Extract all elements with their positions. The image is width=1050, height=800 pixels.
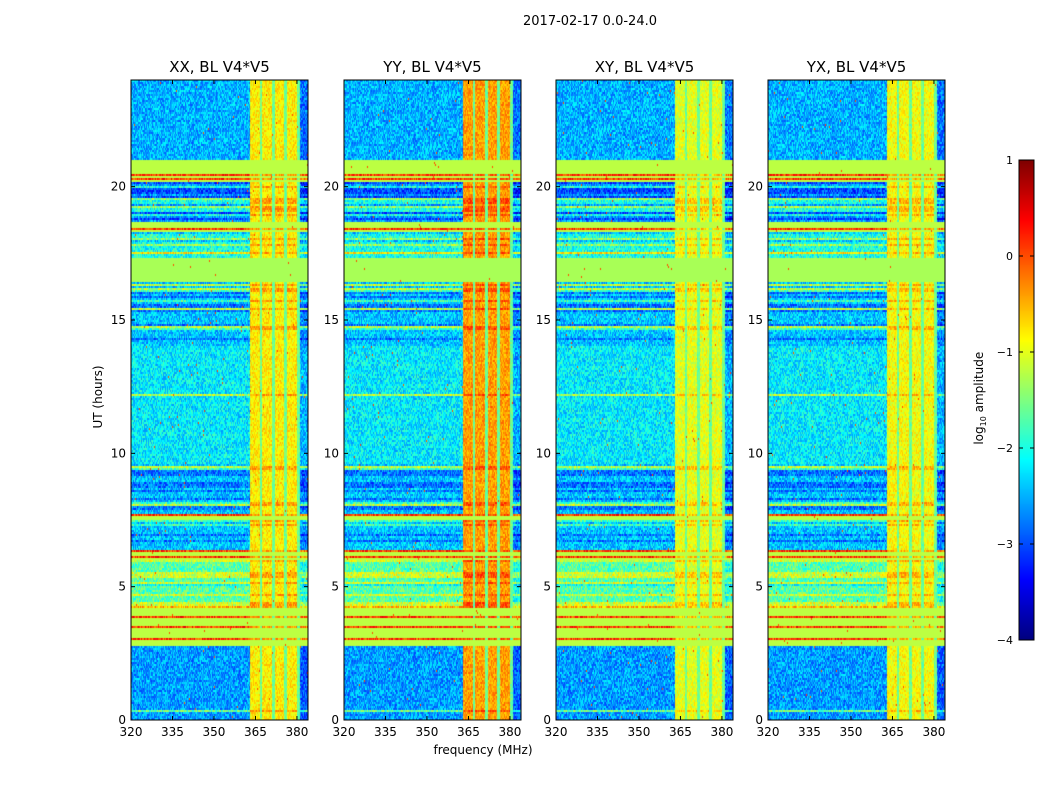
y-tick-label: 15 xyxy=(536,313,551,327)
colorbar-label-text: amplitude xyxy=(971,351,986,417)
y-tick-label: 5 xyxy=(331,580,339,594)
y-tick-label: 10 xyxy=(111,446,126,460)
y-tick-label: 15 xyxy=(324,313,339,327)
figure-title: 2017-02-17 0.0-24.0 xyxy=(523,14,657,29)
panel-title: YX, BL V4*V5 xyxy=(806,58,907,76)
heatmap-xy xyxy=(556,80,733,720)
axes-frame xyxy=(767,79,946,721)
y-tick-label: 10 xyxy=(748,446,763,460)
colorbar-label-log: log xyxy=(971,426,986,445)
panel-title: XX, BL V4*V5 xyxy=(169,58,270,76)
axes-frame xyxy=(343,79,522,721)
colorbar-tick-label: −2 xyxy=(997,442,1013,455)
y-tick-label: 10 xyxy=(536,446,551,460)
y-tick-label: 0 xyxy=(543,713,551,727)
x-tick-label: 335 xyxy=(798,725,821,739)
y-tick-label: 5 xyxy=(118,580,126,594)
axes-frame xyxy=(555,79,734,721)
x-tick-label: 335 xyxy=(586,725,609,739)
x-tick-label: 320 xyxy=(120,725,143,739)
x-tick-label: 320 xyxy=(757,725,780,739)
axes-xy: 320 335 350 365 380 0 5 10 15 20 xyxy=(536,79,734,739)
colorbar-label-sub: 10 xyxy=(979,416,989,427)
panel-title: YY, BL V4*V5 xyxy=(383,58,482,76)
y-tick-label: 5 xyxy=(543,580,551,594)
y-tick-label: 0 xyxy=(755,713,763,727)
x-tick-label: 380 xyxy=(285,725,308,739)
colorbar-frame xyxy=(1018,159,1035,641)
y-tick-label: 15 xyxy=(748,313,763,327)
colorbar xyxy=(1019,160,1034,640)
y-tick-label: 10 xyxy=(324,446,339,460)
panel-xx: XX, BL V4*V5 320 335 350 365 380 0 5 10 15 20 xyxy=(111,58,309,739)
y-tick-label: 0 xyxy=(118,713,126,727)
x-tick-label: 350 xyxy=(203,725,226,739)
x-tick-label: 365 xyxy=(669,725,692,739)
panel-title: XY, BL V4*V5 xyxy=(594,58,695,76)
x-tick-label: 380 xyxy=(710,725,733,739)
panel-xy: XY, BL V4*V5 320 335 350 365 380 0 5 10 15 20 xyxy=(536,58,734,739)
x-tick-label: 350 xyxy=(628,725,651,739)
heatmap-yx xyxy=(768,80,945,720)
colorbar-tick-label: −3 xyxy=(997,538,1013,551)
x-tick-label: 365 xyxy=(457,725,480,739)
colorbar-tick-label: −1 xyxy=(997,346,1013,359)
y-tick-label: 5 xyxy=(755,580,763,594)
axes-frame xyxy=(130,79,309,721)
y-tick-label: 20 xyxy=(536,180,551,194)
x-tick-label: 320 xyxy=(333,725,356,739)
y-tick-label: 15 xyxy=(111,313,126,327)
x-tick-label: 365 xyxy=(244,725,267,739)
colorbar-tick-label: 0 xyxy=(1006,250,1013,263)
x-tick-label: 320 xyxy=(545,725,568,739)
x-tick-label: 335 xyxy=(161,725,184,739)
x-tick-label: 350 xyxy=(840,725,863,739)
axes-xx: 320 335 350 365 380 0 5 10 15 20 xyxy=(111,79,309,739)
colorbar-tick-label: 1 xyxy=(1006,154,1013,167)
colorbar-tick-label: −4 xyxy=(997,634,1013,647)
colorbar-label: log10 amplitude xyxy=(972,333,988,463)
x-axis-label: frequency (MHz) xyxy=(433,743,533,757)
heatmap-yy xyxy=(344,80,521,720)
x-tick-label: 350 xyxy=(416,725,439,739)
x-tick-label: 335 xyxy=(374,725,397,739)
y-tick-label: 20 xyxy=(324,180,339,194)
panel-yy: YY, BL V4*V5 320 335 350 365 380 0 5 10 15 20 xyxy=(324,58,522,739)
panel-yx: YX, BL V4*V5 320 335 350 365 380 0 5 10 15 20 xyxy=(748,58,946,739)
y-axis-label: UT (hours) xyxy=(91,365,105,429)
y-tick-label: 0 xyxy=(331,713,339,727)
axes-yy: 320 335 350 365 380 0 5 10 15 20 xyxy=(324,79,522,739)
x-tick-label: 380 xyxy=(498,725,521,739)
colorbar-axis: 1 0 −1 −2 −3 −4 xyxy=(997,154,1035,647)
axes-yx: 320 335 350 365 380 0 5 10 15 20 xyxy=(748,79,946,739)
heatmap-xx xyxy=(131,80,308,720)
x-tick-label: 380 xyxy=(922,725,945,739)
x-tick-label: 365 xyxy=(881,725,904,739)
y-tick-label: 20 xyxy=(111,180,126,194)
y-tick-label: 20 xyxy=(748,180,763,194)
